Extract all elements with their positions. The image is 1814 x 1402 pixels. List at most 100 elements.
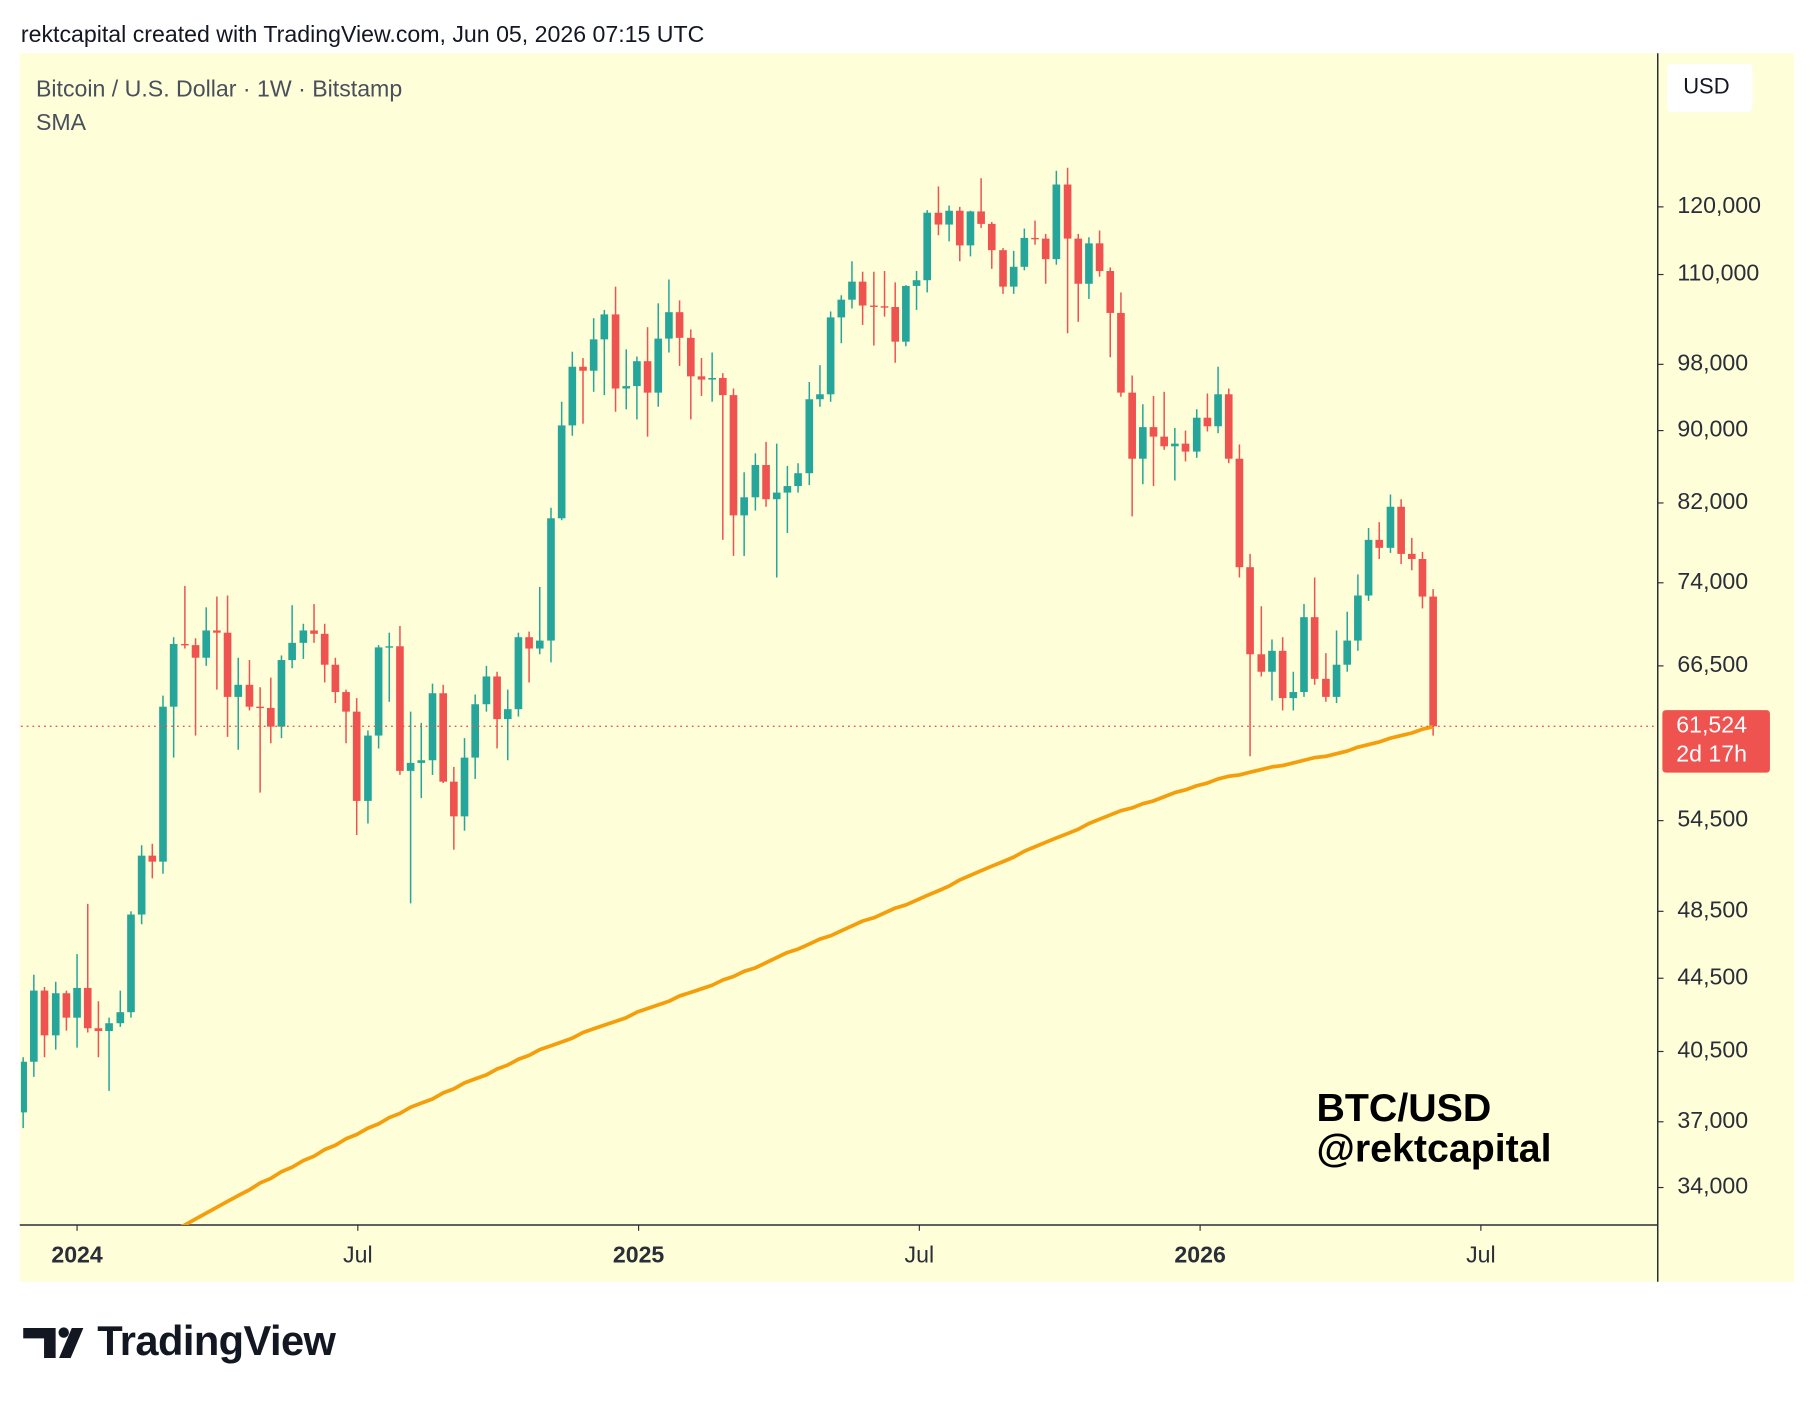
y-tick-label: 48,500 [1677, 896, 1748, 922]
candle-body [417, 760, 426, 763]
candle-body [1117, 312, 1125, 393]
candle-body [557, 425, 566, 519]
candle-body [181, 643, 189, 646]
x-tick-label: Jul [343, 1241, 373, 1267]
candle-body [30, 990, 38, 1062]
candle-body [83, 987, 92, 1029]
candle-body [1235, 458, 1244, 568]
brand-name: TradingView [97, 1317, 336, 1364]
candle-body [740, 497, 748, 516]
candle-body [1429, 596, 1437, 727]
candle-body [1041, 238, 1050, 260]
candle-body [1128, 392, 1136, 459]
candle-body [1031, 237, 1039, 240]
candle-body [1181, 443, 1190, 452]
candle-body [525, 637, 533, 649]
candle-body [1171, 443, 1179, 447]
candle-body [105, 1023, 113, 1032]
candle-body [1063, 184, 1072, 239]
sma-line [180, 724, 1434, 1226]
chart-background [19, 53, 1795, 1282]
candle-body [1310, 617, 1319, 679]
x-tick-label: 2026 [1174, 1241, 1226, 1267]
candle-body [137, 855, 146, 915]
candle-body [127, 914, 135, 1013]
candle-body [320, 633, 329, 665]
candle-body [902, 285, 910, 342]
axes: 120,000 110,000 98,000 90,000 82,000 74,000 66… [20, 192, 1770, 1267]
candle-body [159, 706, 167, 862]
candle-body [385, 646, 394, 648]
candle-body [579, 366, 587, 371]
candle-body [1246, 567, 1254, 655]
y-tick-label: 120,000 [1677, 192, 1761, 218]
candle-body [589, 339, 598, 371]
candle-body [697, 376, 706, 380]
y-tick-label: 82,000 [1677, 488, 1748, 514]
candle-body [1278, 650, 1287, 699]
x-tick-label: 2025 [613, 1241, 665, 1267]
candle-body [999, 250, 1007, 287]
candle-body [1160, 436, 1168, 447]
watermark: BTC/USD [1316, 1086, 1491, 1130]
y-tick-label: 74,000 [1677, 568, 1748, 594]
candle-body [934, 212, 943, 225]
candle-body [1257, 654, 1266, 672]
candle-body [73, 987, 81, 1018]
candle-body [1095, 243, 1104, 272]
candle-body [1375, 539, 1384, 548]
candle-body [310, 630, 318, 634]
candle-body [880, 306, 889, 308]
candle-body [1332, 664, 1341, 697]
x-tick-label: Jul [905, 1241, 935, 1267]
candle-body [1009, 266, 1018, 287]
y-tick-label: 110,000 [1677, 260, 1759, 286]
candle-body [471, 704, 480, 758]
candle-body [1052, 184, 1061, 260]
y-tick-label: 66,500 [1677, 651, 1748, 677]
candle-body [406, 762, 415, 771]
candle-body [718, 377, 727, 396]
candle-body [955, 210, 964, 246]
candle-body [396, 646, 404, 771]
y-tick-label: 40,500 [1677, 1037, 1748, 1063]
candle-body [891, 307, 900, 342]
candle-body [977, 211, 985, 224]
candle-body [794, 473, 802, 487]
candle-body [503, 709, 512, 720]
candle-body [256, 706, 264, 709]
candle-body [816, 394, 824, 400]
candle-body [1300, 617, 1308, 693]
candle-body [1139, 427, 1147, 459]
candle-body [331, 664, 340, 693]
y-tick-label: 37,000 [1677, 1107, 1748, 1133]
candle-body [1106, 271, 1115, 313]
candle-body [1397, 506, 1405, 554]
candle-body [1354, 595, 1362, 641]
candle-body [1149, 427, 1158, 437]
candle-body [858, 281, 867, 306]
candle-body [62, 993, 71, 1018]
candle-body [460, 757, 469, 817]
candle-body [837, 299, 846, 318]
currency[interactable]: USD [1683, 74, 1729, 99]
candle-body [1289, 692, 1298, 699]
legend-sma: SMA [36, 109, 87, 135]
candle-body [148, 855, 157, 862]
candle-body [277, 660, 286, 727]
candle-body [245, 684, 254, 707]
currency-box[interactable] [1666, 63, 1753, 113]
candle-body [966, 211, 975, 246]
candle-body [20, 1061, 27, 1113]
candle-body [116, 1012, 125, 1024]
candle-body [439, 693, 447, 782]
candle-body [94, 1028, 103, 1032]
candle-body [805, 399, 814, 474]
candle-body [611, 314, 620, 389]
candle-body [202, 630, 211, 658]
last-price-box [1662, 710, 1770, 773]
candle-body [1203, 417, 1212, 427]
candle-body [762, 465, 770, 500]
candle-body [945, 210, 953, 225]
